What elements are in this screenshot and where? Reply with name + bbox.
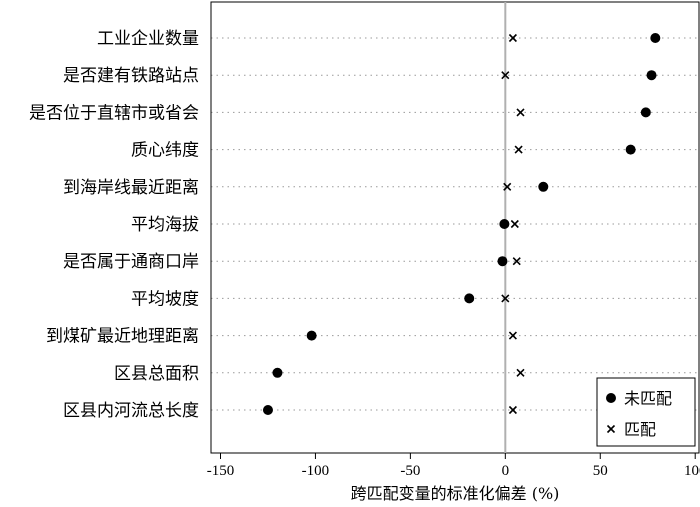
category-label: 到煤矿最近地理距离	[46, 327, 199, 347]
marker-matched	[510, 219, 519, 229]
marker-unmatched	[272, 367, 283, 378]
x-tick-label: -50	[400, 463, 420, 479]
marker-unmatched	[538, 181, 549, 192]
marker-unmatched	[650, 33, 661, 43]
marker-unmatched	[306, 330, 317, 341]
x-tick-label: 100	[684, 463, 700, 479]
category-label: 平均坡度	[131, 289, 199, 309]
marker-unmatched	[262, 405, 273, 415]
category-label: 平均海拔	[131, 215, 199, 235]
marker-matched	[501, 294, 510, 303]
category-label: 是否属于通商口岸	[63, 252, 199, 272]
x-tick-label: 50	[593, 463, 608, 479]
marker-unmatched	[646, 70, 657, 81]
category-label: 工业企业数量	[97, 29, 199, 49]
marker-matched	[508, 33, 517, 43]
category-label: 区县总面积	[114, 364, 199, 384]
marker-unmatched	[464, 293, 475, 304]
marker-matched	[508, 405, 517, 415]
gridlines	[211, 37, 699, 411]
category-labels: 工业企业数量是否建有铁路站点是否位于直辖市或省会质心纬度到海岸线最近距离平均海拔…	[29, 29, 199, 421]
x-tick-label: 0	[502, 463, 510, 479]
category-label: 是否建有铁路站点	[63, 66, 199, 86]
legend-label-matched: 匹配	[624, 420, 656, 439]
legend-label-unmatched: 未匹配	[624, 389, 672, 408]
category-label: 是否位于直辖市或省会	[29, 103, 199, 123]
marker-matched	[516, 368, 525, 377]
marker-matched	[512, 257, 521, 266]
marker-matched	[516, 108, 525, 117]
legend-circle-marker	[606, 393, 616, 403]
marker-unmatched	[640, 107, 651, 118]
legend-x-marker	[606, 424, 616, 434]
x-tick-label: -150	[207, 463, 235, 479]
marker-unmatched	[625, 144, 636, 155]
markers	[262, 33, 661, 415]
x-tick-label: -100	[302, 463, 330, 479]
marker-unmatched	[499, 219, 510, 229]
marker-matched	[501, 71, 510, 80]
x-axis-title: 跨匹配变量的标准化偏差 (%)	[351, 484, 560, 503]
category-label: 质心纬度	[131, 141, 199, 161]
plot-frame	[210, 1, 700, 454]
category-label: 到海岸线最近距离	[63, 178, 199, 198]
marker-matched	[514, 145, 523, 154]
category-label: 区县内河流总长度	[63, 401, 199, 421]
legend: 未匹配 匹配	[596, 377, 696, 447]
legend-box	[596, 377, 696, 447]
marker-unmatched	[497, 256, 508, 267]
x-ticks: -150 -100 -50 0 50 100	[207, 453, 700, 479]
marker-matched	[503, 182, 512, 191]
marker-matched	[508, 331, 517, 340]
